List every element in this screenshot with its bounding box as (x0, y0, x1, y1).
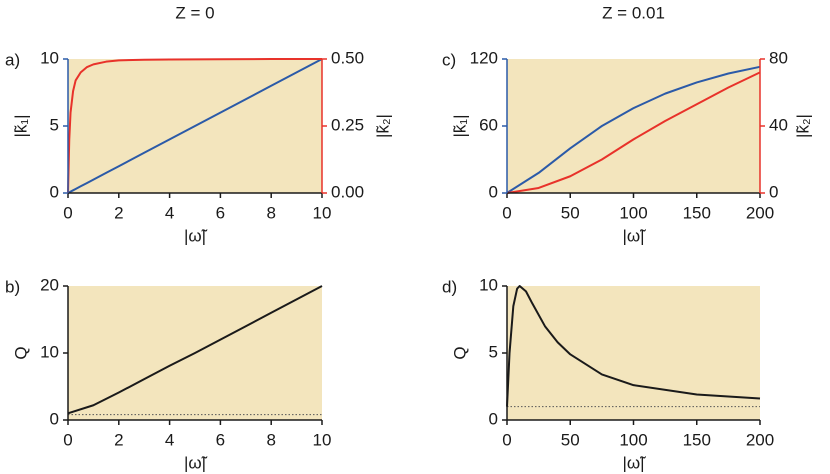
x-tick-label: 0 (63, 430, 72, 449)
y-tick-label: 10 (40, 48, 59, 67)
x-tick-label: 0 (502, 203, 511, 222)
plot-area (507, 286, 760, 420)
y-axis-label: Q (450, 346, 469, 359)
y-axis-label: |k̃₁| (11, 114, 30, 137)
y-tick-label: 10 (479, 275, 498, 294)
column-title: Z = 0 (175, 3, 214, 22)
data-line (506, 285, 761, 407)
panel-label: b) (5, 277, 20, 296)
x-tick-label: 100 (619, 203, 647, 222)
y-axis-label: |k̃₁| (450, 114, 469, 137)
y-tick-label: 5 (50, 115, 59, 134)
x-tick-label: 6 (216, 203, 225, 222)
x-tick-label: 0 (63, 203, 72, 222)
x-tick-label: 150 (683, 430, 711, 449)
x-tick-label: 0 (502, 430, 511, 449)
panel-label: c) (442, 50, 456, 69)
y2-axis-label: |k̃₂| (373, 114, 392, 138)
y-tick-label: 60 (479, 115, 498, 134)
y2-tick-label: 0 (769, 182, 778, 201)
data-line (67, 58, 322, 194)
x-tick-label: 4 (165, 203, 174, 222)
x-tick-label: 10 (313, 203, 332, 222)
y2-tick-label: 0.50 (331, 48, 364, 67)
y2-tick-label: 40 (769, 115, 788, 134)
y-tick-label: 20 (40, 275, 59, 294)
y-tick-label: 5 (489, 342, 498, 361)
x-tick-label: 4 (165, 430, 174, 449)
data-line (67, 285, 323, 415)
x-tick-label: 2 (114, 203, 123, 222)
y-tick-label: 10 (40, 342, 59, 361)
x-tick-label: 8 (266, 430, 275, 449)
x-axis-label: |ω̃| (622, 226, 646, 245)
y-tick-label: 0 (489, 409, 498, 428)
y-tick-label: 0 (489, 182, 498, 201)
x-tick-label: 6 (216, 430, 225, 449)
y2-tick-label: 0.25 (331, 115, 364, 134)
column-title: Z = 0.01 (602, 3, 665, 22)
y-axis-label: Q (11, 346, 30, 359)
panel-label: a) (5, 50, 20, 69)
y-tick-label: 120 (470, 48, 498, 67)
x-tick-label: 8 (266, 203, 275, 222)
x-tick-label: 100 (619, 430, 647, 449)
y2-axis-label: |k̃₂| (793, 114, 812, 138)
x-tick-label: 2 (114, 430, 123, 449)
plot-area (507, 59, 760, 193)
x-tick-label: 10 (313, 430, 332, 449)
data-line (67, 58, 323, 194)
panel-label: d) (442, 277, 457, 296)
y-tick-label: 0 (50, 182, 59, 201)
data-line (506, 65, 761, 194)
x-axis-label: |ω̃| (184, 453, 208, 472)
y2-tick-label: 0.00 (331, 182, 364, 201)
data-line (506, 71, 761, 194)
x-tick-label: 200 (746, 203, 774, 222)
y-tick-label: 0 (50, 409, 59, 428)
x-axis-label: |ω̃| (622, 453, 646, 472)
x-axis-label: |ω̃| (184, 226, 208, 245)
x-tick-label: 50 (561, 203, 580, 222)
y2-tick-label: 80 (769, 48, 788, 67)
x-tick-label: 50 (561, 430, 580, 449)
x-tick-label: 200 (746, 430, 774, 449)
x-tick-label: 150 (683, 203, 711, 222)
